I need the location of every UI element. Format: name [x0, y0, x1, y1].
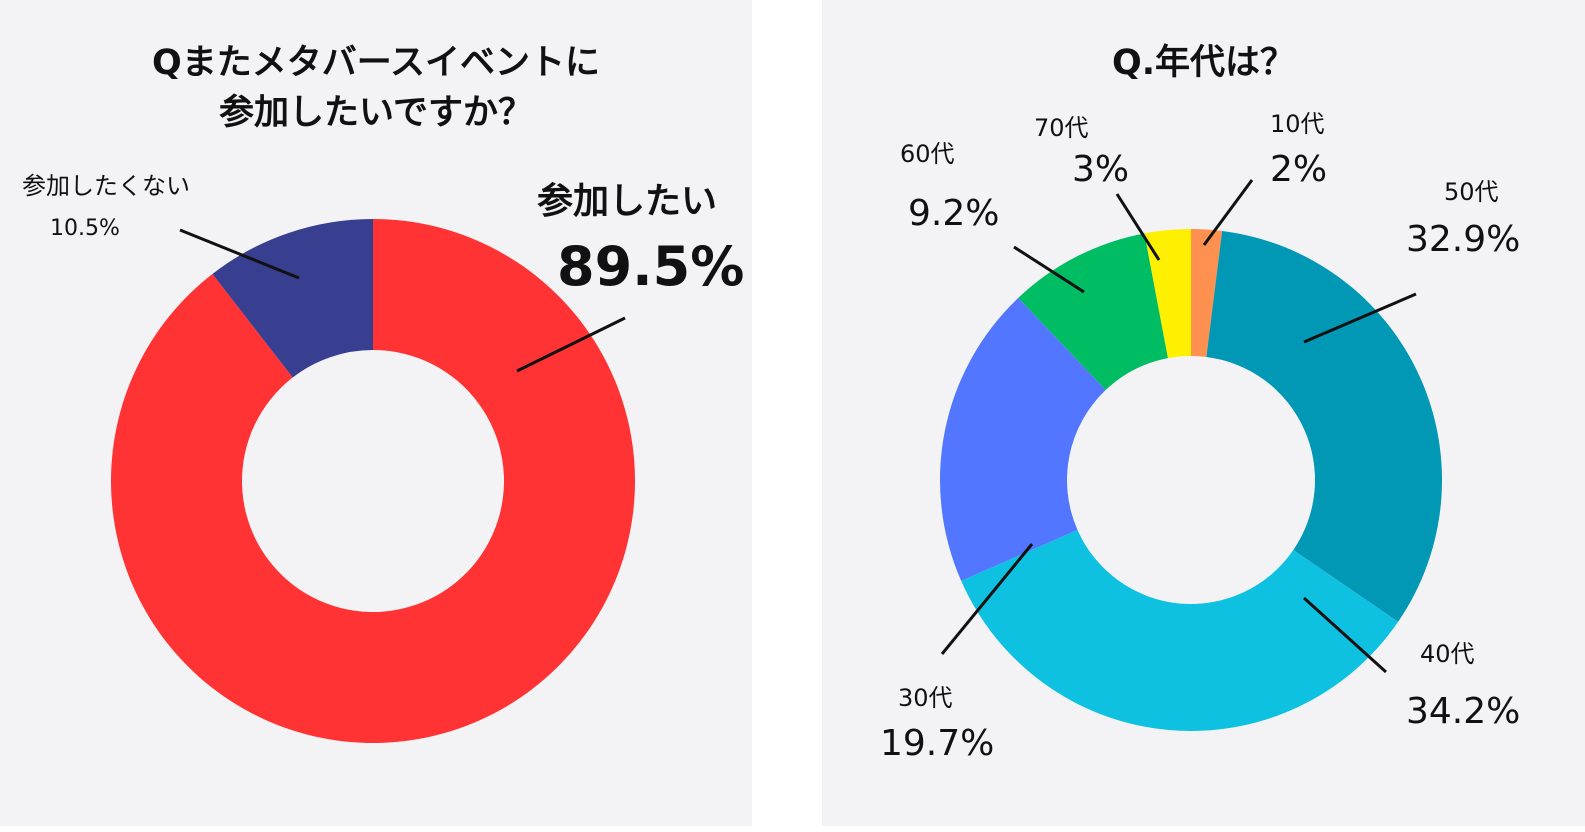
- donut-chart-age: [940, 179, 1442, 732]
- leader-line-10s: [1202, 179, 1254, 246]
- leader-line-70s: [1115, 193, 1161, 261]
- slice-label-70s: 70代: [1034, 114, 1089, 142]
- slice-label-want: 参加したい: [537, 181, 718, 222]
- leader-line-60s: [1013, 245, 1085, 294]
- slice-value-40s: 34.2%: [1406, 691, 1521, 732]
- slice-label-40s: 40代: [1420, 640, 1475, 668]
- slice-value-not-want: 10.5%: [50, 216, 120, 241]
- slice-value-70s: 3%: [1072, 149, 1130, 190]
- leader-line-40s: [1302, 596, 1388, 674]
- donut-slice-30s: [940, 297, 1106, 581]
- chart-panel-participation: Qまたメタバースイベントに 参加したいですか？ 参加したい 89.5% 参加した…: [0, 0, 752, 826]
- slice-value-want: 89.5%: [557, 235, 745, 298]
- slice-value-50s: 32.9%: [1406, 219, 1521, 260]
- leader-line-not-want: [179, 228, 300, 280]
- chart-title-age: Q.年代は？: [1111, 43, 1296, 83]
- leader-line-want: [516, 316, 626, 373]
- leader-line-30s: [940, 543, 1034, 655]
- leader-line-50s: [1303, 292, 1417, 344]
- slice-value-60s: 9.2%: [908, 193, 1000, 234]
- donut-slice-50s: [1206, 230, 1442, 622]
- chart-title-line-2: 参加したいですか？: [219, 93, 533, 133]
- slice-label-not-want: 参加したくない: [22, 172, 190, 200]
- slice-value-30s: 19.7%: [880, 723, 995, 764]
- chart-panel-age: Q.年代は？ 10代 2% 70代 3% 60代 9.2% 50代 32.9% …: [822, 0, 1585, 826]
- slice-label-10s: 10代: [1270, 110, 1325, 138]
- donut-slice-70s: [1144, 229, 1191, 359]
- slice-label-60s: 60代: [900, 140, 955, 168]
- donut-slice-40s: [961, 529, 1399, 732]
- slice-label-30s: 30代: [898, 684, 953, 712]
- slice-label-50s: 50代: [1444, 178, 1499, 206]
- donut-chart-participation: [111, 219, 636, 744]
- donut-slice-want: [111, 219, 636, 744]
- chart-title-line-1: Qまたメタバースイベントに: [151, 43, 600, 83]
- slice-value-10s: 2%: [1270, 149, 1328, 190]
- chart-title-participation: Qまたメタバースイベントに 参加したいですか？: [0, 42, 752, 134]
- donut-slice-10s: [1191, 229, 1223, 357]
